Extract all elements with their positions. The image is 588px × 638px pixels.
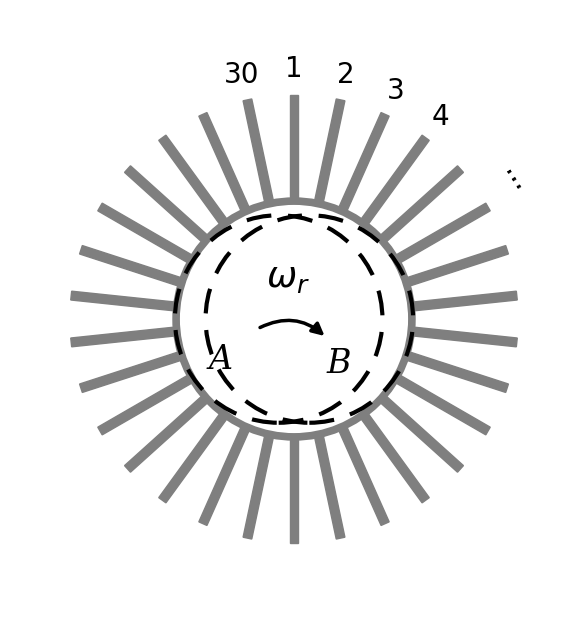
Polygon shape [79, 246, 186, 288]
Polygon shape [243, 430, 275, 539]
Text: 30: 30 [224, 61, 260, 89]
Polygon shape [402, 246, 509, 288]
Polygon shape [407, 327, 517, 347]
Polygon shape [358, 135, 429, 229]
Polygon shape [199, 422, 252, 526]
Polygon shape [358, 409, 429, 503]
Polygon shape [125, 392, 212, 472]
Polygon shape [407, 291, 517, 311]
Text: ...: ... [498, 159, 536, 197]
Polygon shape [289, 433, 299, 543]
Polygon shape [402, 350, 509, 392]
Polygon shape [336, 112, 389, 216]
Text: $\omega_r$: $\omega_r$ [266, 261, 310, 295]
Polygon shape [243, 99, 275, 208]
Polygon shape [313, 99, 345, 208]
Polygon shape [336, 422, 389, 526]
Text: B: B [326, 348, 351, 380]
Polygon shape [71, 327, 181, 347]
Circle shape [176, 201, 412, 437]
Polygon shape [98, 373, 197, 435]
Polygon shape [159, 409, 230, 503]
Text: 4: 4 [432, 103, 450, 131]
Text: 2: 2 [337, 61, 355, 89]
Polygon shape [313, 430, 345, 539]
Text: A: A [209, 345, 233, 376]
Polygon shape [391, 373, 490, 435]
Polygon shape [199, 112, 252, 216]
Text: 1: 1 [285, 55, 303, 83]
Polygon shape [159, 135, 230, 229]
Polygon shape [125, 166, 212, 246]
Polygon shape [376, 392, 463, 472]
Polygon shape [98, 203, 197, 265]
Text: 3: 3 [387, 77, 405, 105]
Polygon shape [391, 203, 490, 265]
Polygon shape [376, 166, 463, 246]
Polygon shape [289, 95, 299, 205]
Polygon shape [79, 350, 186, 392]
Polygon shape [71, 291, 181, 311]
